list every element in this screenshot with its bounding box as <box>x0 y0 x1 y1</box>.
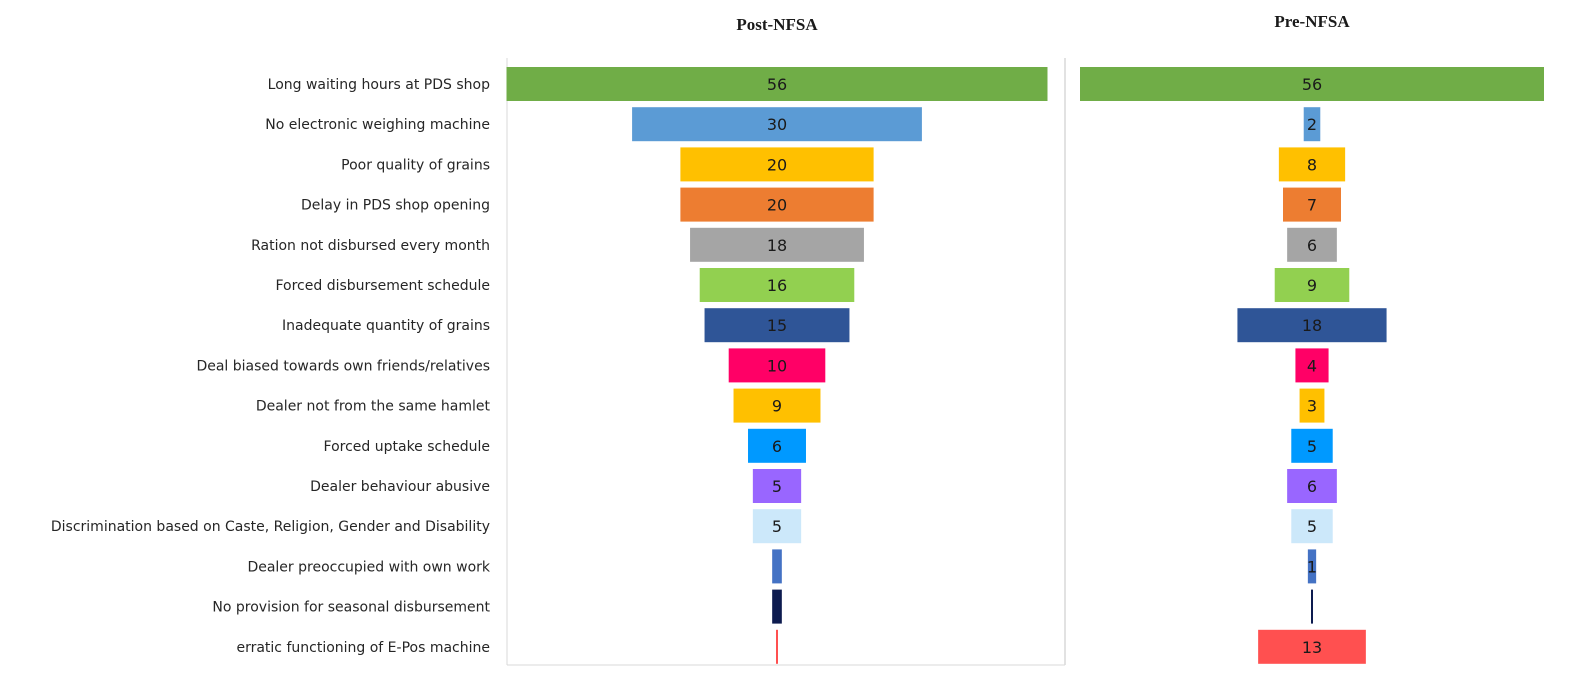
post-value-label: 10 <box>767 356 787 375</box>
pre-bar <box>1311 589 1313 624</box>
post-bar <box>728 348 826 383</box>
post-bar <box>748 428 806 463</box>
post-bar <box>680 187 874 222</box>
pre-value-label: 5 <box>1307 517 1317 536</box>
category-label: Discrimination based on Caste, Religion,… <box>51 519 490 535</box>
pre-bar <box>1307 549 1317 584</box>
category-label: Poor quality of grains <box>341 157 490 173</box>
post-value-label: 5 <box>772 517 782 536</box>
pre-bar <box>1295 348 1329 383</box>
pre-value-label: 3 <box>1307 397 1317 416</box>
pre-bar <box>1303 107 1321 142</box>
pre-value-label: 18 <box>1302 316 1322 335</box>
post-value-label: 15 <box>767 316 787 335</box>
post-bar <box>690 227 864 262</box>
category-label: Dealer behaviour abusive <box>310 479 490 495</box>
pre-value-label: 2 <box>1307 115 1317 134</box>
category-label: Deal biased towards own friends/relative… <box>196 358 490 374</box>
category-label: erratic functioning of E-Pos machine <box>236 640 490 656</box>
post-value-label: 20 <box>767 155 787 174</box>
category-label: Dealer preoccupied with own work <box>247 559 490 575</box>
post-bar <box>704 308 850 343</box>
post-bar <box>752 469 802 503</box>
pre-value-label: 1 <box>1307 557 1317 576</box>
category-label: Forced uptake schedule <box>324 439 490 455</box>
pre-bar <box>1080 67 1544 101</box>
post-value-label: 6 <box>772 437 782 456</box>
pre-value-label: 8 <box>1307 155 1317 174</box>
post-bar <box>776 629 778 664</box>
pre-nfsa-title: Pre-NFSA <box>1274 12 1350 31</box>
post-value-label: 9 <box>772 397 782 416</box>
pre-bar <box>1291 428 1333 463</box>
post-bar <box>733 388 821 423</box>
pre-bar <box>1299 388 1325 423</box>
category-label: Ration not disbursed every month <box>251 238 490 254</box>
category-label: Delay in PDS shop opening <box>301 198 490 214</box>
category-label: Inadequate quantity of grains <box>282 318 490 334</box>
post-nfsa-panel: Post-NFSA 56 30 20 20 18 16 15 10 9 6 5 5 <box>506 15 1066 666</box>
pre-value-label: 13 <box>1302 638 1322 657</box>
pre-bar <box>1283 187 1341 222</box>
post-bar <box>680 147 874 182</box>
pre-bar <box>1274 268 1350 302</box>
pre-value-label: 4 <box>1307 356 1317 375</box>
post-value-label: 56 <box>767 75 787 94</box>
pre-bar <box>1287 469 1337 503</box>
pre-bar <box>1258 629 1366 664</box>
post-bar <box>772 549 782 584</box>
pre-bar <box>1278 147 1346 182</box>
pre-bar <box>1287 227 1337 262</box>
pre-value-label: 6 <box>1307 236 1317 255</box>
category-labels: Long waiting hours at PDS shop No electro… <box>51 77 491 656</box>
post-value-label: 30 <box>767 115 787 134</box>
post-bar <box>752 509 802 544</box>
post-value-label: 5 <box>772 477 782 496</box>
pre-bar <box>1291 509 1333 544</box>
post-bar <box>699 268 855 302</box>
pre-value-label: 9 <box>1307 276 1317 295</box>
post-value-label: 16 <box>767 276 787 295</box>
category-label: Forced disbursement schedule <box>275 278 490 294</box>
post-value-label: 20 <box>767 196 787 215</box>
post-value-label: 18 <box>767 236 787 255</box>
pre-value-label: 7 <box>1307 196 1317 215</box>
category-label: No provision for seasonal disbursement <box>212 600 490 616</box>
post-nfsa-bars: 56 30 20 20 18 16 15 10 9 6 5 5 <box>506 67 1048 664</box>
pre-value-label: 5 <box>1307 437 1317 456</box>
pre-bar <box>1237 308 1387 343</box>
pre-value-label: 6 <box>1307 477 1317 496</box>
post-bar <box>632 107 922 142</box>
post-bar <box>506 67 1048 101</box>
post-nfsa-title: Post-NFSA <box>736 15 818 34</box>
post-bar <box>772 589 782 624</box>
pre-value-label: 56 <box>1302 75 1322 94</box>
category-label: Dealer not from the same hamlet <box>256 399 491 415</box>
category-label: Long waiting hours at PDS shop <box>268 77 490 93</box>
category-label: No electronic weighing machine <box>265 117 490 133</box>
